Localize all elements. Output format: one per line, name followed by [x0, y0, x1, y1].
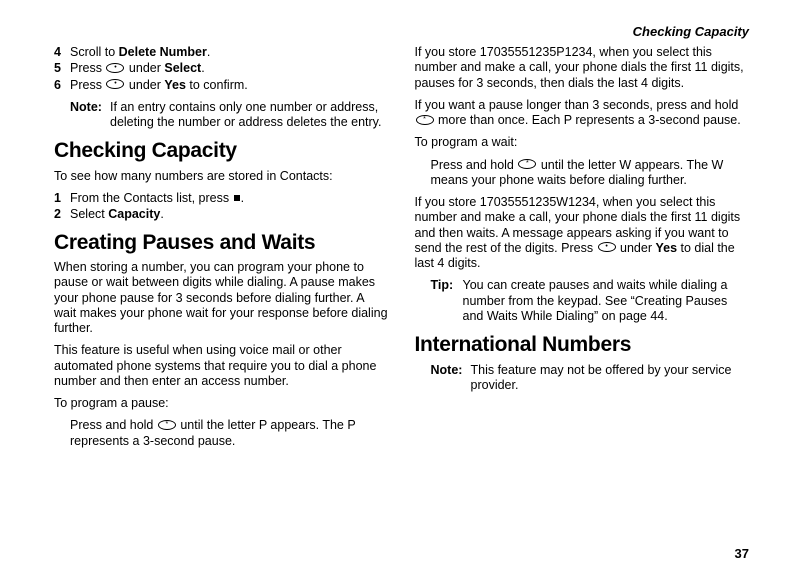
paragraph: If you store 17035551235W1234, when you … — [415, 195, 750, 271]
paragraph: If you store 17035551235P1234, when you … — [415, 45, 750, 91]
text: . — [241, 191, 244, 205]
step-2: 2 Select Capacity. — [54, 207, 389, 222]
step-text: Scroll to Delete Number. — [70, 45, 389, 60]
indented-instruction: Press and hold * until the letter P appe… — [70, 418, 389, 449]
note-label: Note: — [70, 100, 110, 131]
text: under — [617, 241, 656, 255]
paragraph: This feature is useful when using voice … — [54, 343, 389, 389]
step-text: Select Capacity. — [70, 207, 389, 222]
indented-instruction: Press and hold * until the letter W appe… — [431, 158, 750, 189]
text: Select — [70, 207, 108, 221]
text: Press — [70, 78, 105, 92]
star-key-icon: * — [158, 420, 176, 430]
text: From the Contacts list, press — [70, 191, 233, 205]
step-number: 1 — [54, 191, 70, 206]
step-5: 5 Press • under Select. — [54, 61, 389, 76]
bold-text: Select — [164, 61, 201, 75]
paragraph: To program a pause: — [54, 396, 389, 411]
text: more than once. Each P represents a 3-se… — [435, 113, 741, 127]
heading-pauses-waits: Creating Pauses and Waits — [54, 230, 389, 256]
paragraph: When storing a number, you can program y… — [54, 260, 389, 336]
text: Press — [70, 61, 105, 75]
tip-label: Tip: — [431, 278, 463, 324]
step-list-capacity: 1 From the Contacts list, press . 2 Sele… — [54, 191, 389, 223]
step-1: 1 From the Contacts list, press . — [54, 191, 389, 206]
left-column: 4 Scroll to Delete Number. 5 Press • und… — [54, 45, 389, 456]
page-number: 37 — [735, 546, 749, 561]
note-block: Note: This feature may not be offered by… — [415, 363, 750, 394]
step-text: Press • under Yes to confirm. — [70, 78, 389, 93]
right-column: If you store 17035551235P1234, when you … — [415, 45, 750, 456]
step-6: 6 Press • under Yes to confirm. — [54, 78, 389, 93]
menu-icon — [234, 195, 240, 201]
text: If you want a pause longer than 3 second… — [415, 98, 739, 112]
bold-text: Yes — [655, 241, 677, 255]
text: Press and hold — [70, 418, 157, 432]
bold-text: Yes — [164, 78, 186, 92]
step-number: 4 — [54, 45, 70, 60]
softkey-icon: • — [106, 63, 124, 73]
step-number: 2 — [54, 207, 70, 222]
text: under — [125, 61, 164, 75]
tip-text: You can create pauses and waits while di… — [463, 278, 750, 324]
tip-block: Tip: You can create pauses and waits whi… — [415, 278, 750, 324]
star-key-icon: * — [518, 159, 536, 169]
text: . — [201, 61, 204, 75]
two-column-layout: 4 Scroll to Delete Number. 5 Press • und… — [54, 45, 749, 456]
note-block: Note: If an entry contains only one numb… — [54, 100, 389, 131]
step-number: 6 — [54, 78, 70, 93]
heading-international: International Numbers — [415, 332, 750, 358]
star-key-icon: * — [416, 115, 434, 125]
document-page: Checking Capacity 4 Scroll to Delete Num… — [0, 0, 789, 476]
text: . — [207, 45, 210, 59]
text: to confirm. — [186, 78, 248, 92]
bold-text: Delete Number — [119, 45, 207, 59]
paragraph: To program a wait: — [415, 135, 750, 150]
note-text: If an entry contains only one number or … — [110, 100, 389, 131]
heading-checking-capacity: Checking Capacity — [54, 138, 389, 164]
step-text: From the Contacts list, press . — [70, 191, 389, 206]
step-4: 4 Scroll to Delete Number. — [54, 45, 389, 60]
running-header: Checking Capacity — [54, 24, 749, 39]
text: under — [125, 78, 164, 92]
text: Scroll to — [70, 45, 119, 59]
step-list-delete: 4 Scroll to Delete Number. 5 Press • und… — [54, 45, 389, 93]
text: . — [160, 207, 163, 221]
note-label: Note: — [431, 363, 471, 394]
note-text: This feature may not be offered by your … — [471, 363, 750, 394]
step-number: 5 — [54, 61, 70, 76]
paragraph: If you want a pause longer than 3 second… — [415, 98, 750, 129]
step-text: Press • under Select. — [70, 61, 389, 76]
paragraph: To see how many numbers are stored in Co… — [54, 169, 389, 184]
softkey-icon: • — [106, 79, 124, 89]
text: Press and hold — [431, 158, 518, 172]
softkey-icon: • — [598, 242, 616, 252]
bold-text: Capacity — [108, 207, 160, 221]
